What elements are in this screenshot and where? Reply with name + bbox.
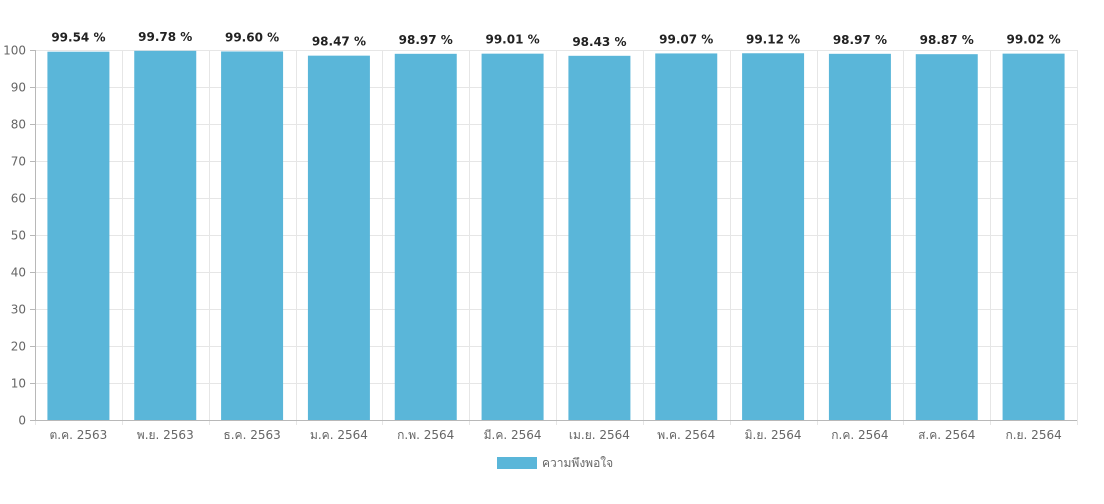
x-tick-label: มี.ค. 2564 [484, 428, 542, 442]
x-tick-label: มิ.ย. 2564 [745, 428, 802, 442]
axes: 0 10 20 30 40 50 60 70 80 90 100 ต.ค. 2563 พ.ย. 2563… [3, 44, 1077, 442]
x-tick-label: ต.ค. 2563 [50, 428, 108, 442]
y-tick-label: 80 [11, 118, 26, 132]
bar-4[interactable] [394, 53, 457, 420]
bar-10[interactable] [915, 54, 978, 420]
x-tick-label: ส.ค. 2564 [918, 428, 975, 442]
bar-0[interactable] [47, 51, 110, 421]
legend[interactable]: ความพึงพอใจ [497, 456, 613, 470]
bar-7[interactable] [655, 53, 718, 420]
bar-1[interactable] [134, 50, 197, 421]
y-tick-label: 90 [11, 81, 26, 95]
x-tick-label: พ.ค. 2564 [657, 428, 715, 442]
x-tick-label: พ.ย. 2563 [137, 428, 194, 442]
bar-8[interactable] [742, 53, 805, 420]
x-tick-label: ก.ย. 2564 [1005, 428, 1061, 442]
bar-11[interactable] [1002, 53, 1065, 420]
x-tick-label: ธ.ค. 2563 [223, 428, 280, 442]
y-tick-label: 60 [11, 192, 26, 206]
data-label: 98.87 % [920, 33, 974, 47]
data-label: 99.12 % [746, 32, 800, 46]
y-tick-label: 50 [11, 229, 26, 243]
data-label: 98.43 % [572, 35, 626, 49]
data-label: 98.97 % [399, 33, 453, 47]
y-tick-label: 10 [11, 377, 26, 391]
y-tick-label: 20 [11, 340, 26, 354]
grid-lines [35, 50, 1078, 425]
bar-6[interactable] [568, 55, 631, 421]
data-label: 99.07 % [659, 32, 713, 46]
legend-swatch[interactable] [497, 457, 537, 469]
data-label: 99.60 % [225, 30, 279, 44]
x-tick-label: ก.พ. 2564 [397, 428, 454, 442]
data-labels: 99.54 % 99.78 % 99.60 % 98.47 % 98.97 % 99.01… [51, 30, 1060, 49]
y-tick-label: 30 [11, 303, 26, 317]
bar-2[interactable] [221, 51, 284, 420]
data-label: 98.97 % [833, 33, 887, 47]
data-label: 99.78 % [138, 30, 192, 44]
legend-label[interactable]: ความพึงพอใจ [542, 456, 613, 470]
data-label: 99.02 % [1006, 33, 1060, 47]
bar-9[interactable] [828, 53, 891, 420]
y-tick-label: 40 [11, 266, 26, 280]
bar-3[interactable] [307, 55, 370, 420]
y-tick-label: 0 [18, 414, 26, 428]
y-tick-label: 100 [3, 44, 26, 58]
bar-5[interactable] [481, 53, 544, 421]
bars [47, 50, 1065, 421]
x-tick-label: ม.ค. 2564 [310, 428, 368, 442]
data-label: 99.01 % [485, 33, 539, 47]
data-label: 98.47 % [312, 35, 366, 49]
x-tick-label: เม.ย. 2564 [569, 428, 630, 442]
x-tick-label: ก.ค. 2564 [831, 428, 888, 442]
y-tick-label: 70 [11, 155, 26, 169]
data-label: 99.54 % [51, 31, 105, 45]
